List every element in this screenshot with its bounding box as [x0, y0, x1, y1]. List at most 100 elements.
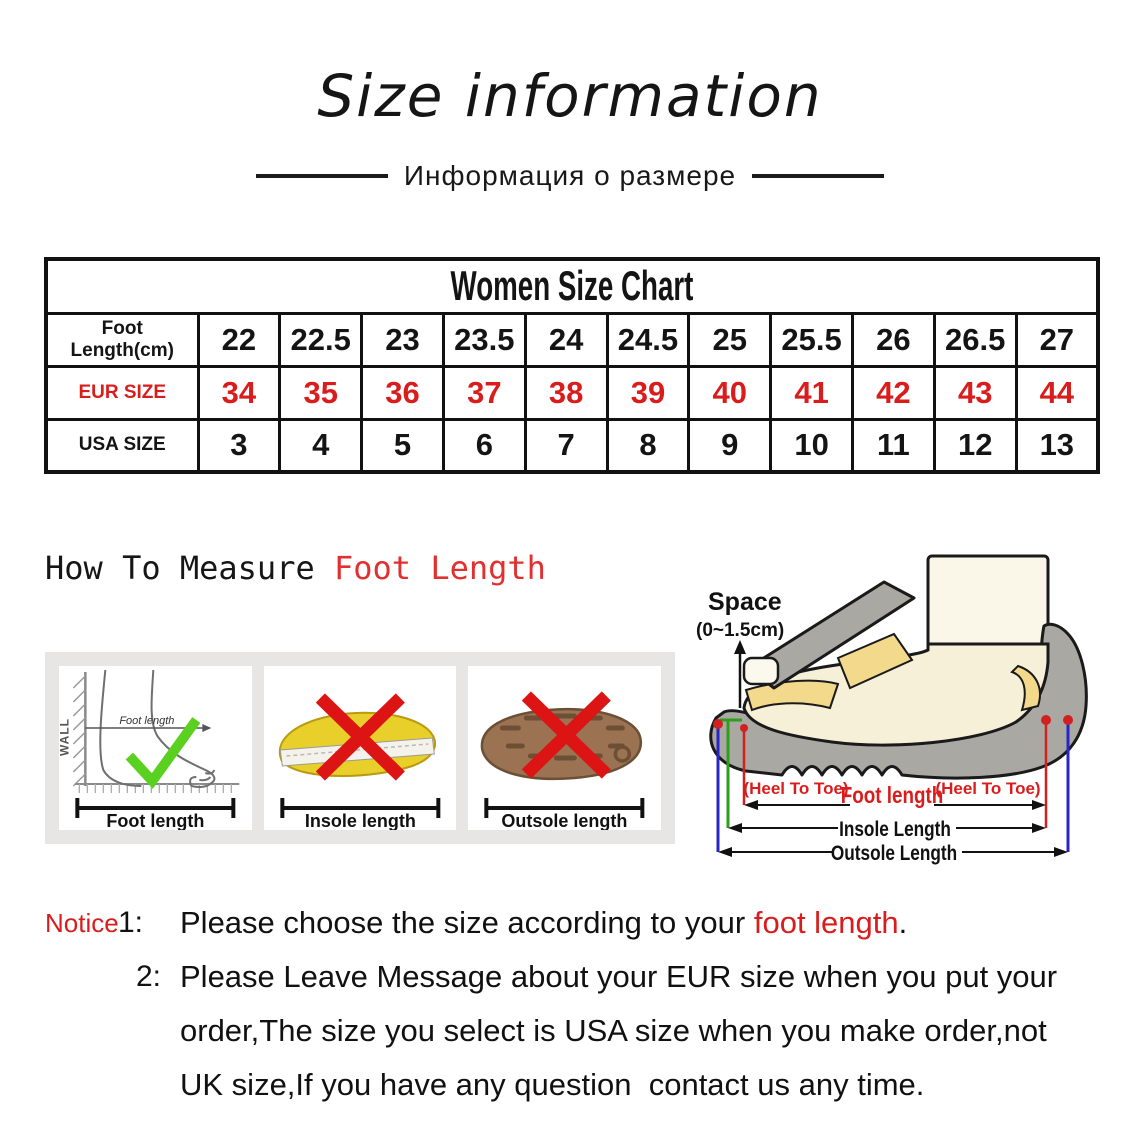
wall-hatch — [72, 672, 87, 787]
size-cell: 35 — [278, 364, 364, 421]
size-cell: 7 — [523, 417, 609, 474]
size-chart-title: Women Size Chart — [44, 257, 1100, 315]
table-row: Foot Length(cm) 22 22.5 23 23.5 24 24.5 25 25.5 2… — [44, 311, 1100, 368]
notice-line-2: 2: Please Leave Message about your EUR s… — [0, 950, 1140, 1004]
foot-wall-illustration: WALL Foot length — [59, 669, 240, 830]
size-cell: 42 — [851, 364, 936, 421]
size-cell: 26 — [851, 311, 936, 368]
insole-length-row: Insole Length — [728, 819, 1046, 842]
shoe-measure-diagram: Space (0~1.5cm) — [688, 540, 1140, 885]
outsole-length-row: Outsole Length — [718, 843, 1068, 866]
row-label: Foot Length(cm) — [44, 311, 200, 368]
size-cell: 38 — [523, 364, 609, 421]
size-cell: 37 — [441, 364, 527, 421]
cross-icon — [522, 691, 612, 779]
heading-red-part: Foot Length — [333, 549, 546, 587]
size-cell: 11 — [851, 417, 936, 474]
size-cell: 6 — [441, 417, 527, 474]
size-cell: 26.5 — [932, 311, 1018, 368]
size-cell: 4 — [278, 417, 364, 474]
heel-to-toe-right-label: (Heel To Toe) — [935, 779, 1040, 798]
table-row: EUR SIZE 34 35 36 37 38 39 40 41 42 43 44 — [44, 364, 1100, 421]
page-subtitle-row: Информация о размере — [0, 160, 1140, 192]
cross-icon — [315, 693, 405, 781]
notice-item-2-number: 2: — [136, 960, 162, 993]
length-bracket — [75, 798, 236, 818]
measure-panels-strip: WALL Foot length — [45, 652, 675, 844]
notice-item-1-text: Please choose the size according to your… — [180, 905, 908, 940]
check-icon — [125, 717, 201, 789]
notice-item-1-highlight: foot length — [753, 905, 899, 940]
notice-section: Notice 1: Please choose the size accordi… — [0, 896, 1140, 1112]
size-chart-body: Foot Length(cm) 22 22.5 23 23.5 24 24.5 25 25.5 2… — [44, 311, 1100, 474]
size-cell: 24.5 — [605, 311, 691, 368]
page-title: Size information — [317, 62, 823, 130]
sandal-straps — [744, 632, 1041, 712]
space-label: Space — [708, 588, 782, 616]
size-cell: 13 — [1014, 417, 1100, 474]
length-bracket — [280, 798, 441, 818]
leg-shape — [926, 554, 1050, 650]
how-to-measure-heading: How To Measure Foot Length — [45, 549, 546, 587]
size-cell: 34 — [196, 364, 282, 421]
size-cell: 24 — [523, 311, 609, 368]
foot-length-inner-label: Foot length — [119, 715, 174, 727]
panel-outsole-length: Outsole length — [468, 666, 662, 830]
size-cell: 8 — [605, 417, 691, 474]
size-cell: 23.5 — [441, 311, 527, 368]
table-row: USA SIZE 3 4 5 6 7 8 9 10 11 12 13 — [44, 417, 1100, 474]
size-cell: 41 — [769, 364, 854, 421]
size-cell: 25.5 — [769, 311, 854, 368]
subtitle-line-right — [752, 174, 885, 178]
panel-label: Insole length — [305, 811, 416, 830]
toe-post-shape — [742, 656, 780, 686]
size-cell: 3 — [196, 417, 282, 474]
size-cell: 22 — [196, 311, 282, 368]
shoe-diagram-svg: Space (0~1.5cm) — [696, 554, 1088, 866]
notice-line-4: UK size,If you have any question contact… — [0, 1058, 1140, 1112]
subtitle-line-left — [255, 174, 388, 178]
space-annotation: Space (0~1.5cm) — [696, 588, 784, 708]
notice-line-3: order,The size you select is USA size wh… — [0, 1004, 1140, 1058]
row-label: EUR SIZE — [44, 364, 200, 421]
insole-illustration: Insole length — [278, 693, 441, 830]
size-cell: 22.5 — [278, 311, 364, 368]
space-range-label: (0~1.5cm) — [696, 620, 784, 641]
outsole-illustration: Outsole length — [481, 691, 645, 830]
heel-to-toe-left-label: (Heel To Toe) — [743, 779, 848, 798]
size-cell: 5 — [360, 417, 445, 474]
measure-vertical-lines — [713, 715, 1073, 852]
notice-item-2-line-2: order,The size you select is USA size wh… — [180, 1013, 1047, 1048]
size-cell: 27 — [1014, 311, 1100, 368]
panel-label: Outsole length — [502, 811, 628, 830]
length-bracket — [484, 798, 645, 818]
size-cell: 36 — [360, 364, 445, 421]
foot-length-label: Foot length — [841, 783, 944, 808]
foot-length-row: (Heel To Toe) Foot length (Heel To Toe) — [743, 779, 1046, 810]
size-cell: 12 — [932, 417, 1018, 474]
panel-foot-length: WALL Foot length — [59, 666, 252, 830]
notice-item-1-number: 1: — [118, 906, 144, 939]
table-title-row: Women Size Chart — [44, 257, 1100, 315]
tape-marks — [285, 743, 429, 757]
wall-label: WALL — [59, 718, 71, 756]
outsole-length-label: Outsole Length — [831, 843, 957, 866]
women-size-chart-table: Women Size Chart Foot Length(cm) 22 22.5 23… — [44, 257, 1100, 474]
size-cell: 44 — [1014, 364, 1100, 421]
notice-item-2-line-1: Please Leave Message about your EUR size… — [180, 959, 1058, 994]
row-label: USA SIZE — [44, 417, 200, 474]
size-cell: 39 — [605, 364, 691, 421]
heading-black-part: How To Measure — [45, 549, 334, 587]
panel-insole-length: Insole length — [263, 666, 457, 830]
ground-hatch — [75, 783, 240, 793]
size-cell: 23 — [360, 311, 445, 368]
size-cell: 40 — [687, 364, 773, 421]
size-cell: 10 — [769, 417, 854, 474]
notice-label: Notice — [45, 908, 119, 938]
insole-length-label: Insole Length — [839, 819, 951, 842]
size-cell: 43 — [932, 364, 1018, 421]
tape-strip — [279, 737, 435, 767]
ankle-strap-shape — [746, 580, 916, 690]
page-subtitle: Информация о размере — [403, 160, 737, 191]
